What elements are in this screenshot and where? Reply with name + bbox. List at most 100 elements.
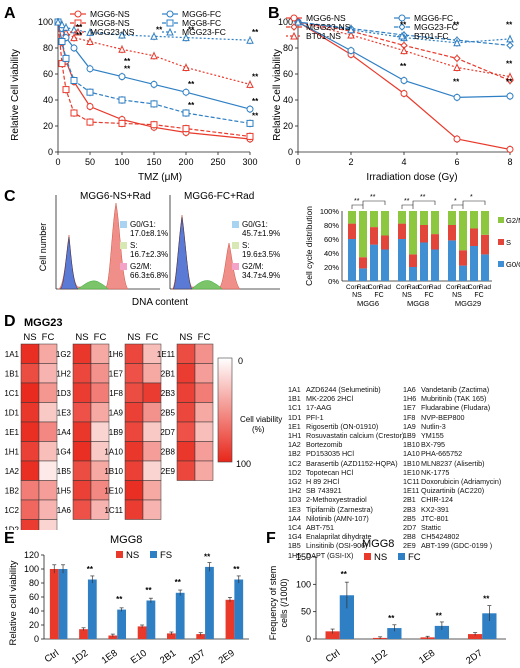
- drug-item: 1G4 Enalaprilat dihydrate: [288, 532, 403, 541]
- heatmap-row-label: 2B1: [161, 369, 176, 378]
- legend-label: MGG23-NS: [306, 22, 351, 32]
- heatmap-cell-ns: [176, 441, 196, 462]
- cellcycle-bar-segment: [481, 254, 489, 281]
- heatmap-cell-ns: [20, 343, 40, 364]
- drug-item: 2E9 ABT-199 (GDC-0199 ): [403, 541, 518, 550]
- data-point: [347, 47, 355, 55]
- cellcycle-bar-segment: [381, 211, 389, 236]
- drug-code: 1H5: [288, 550, 302, 560]
- heatmap-row-label: 1E3: [57, 408, 72, 417]
- heatmap-cell-ns: [20, 460, 40, 481]
- data-point: [246, 132, 254, 140]
- bar: [196, 634, 206, 639]
- drug-code: 1D3: [288, 495, 302, 505]
- drug-code: 1B10: [403, 458, 420, 468]
- y-tick-label: 80: [29, 578, 39, 588]
- heatmap-cell-fc: [38, 460, 58, 481]
- cellcycle-bar-segment: [431, 211, 439, 235]
- legend-marker: [398, 14, 406, 22]
- heatmap-cell-fc: [90, 499, 110, 520]
- heatmap-cell-ns: [124, 441, 144, 462]
- x-tick-label: Rad: [429, 284, 441, 291]
- heatmap-cell-fc: [194, 441, 214, 462]
- heatmap-cell-fc: [38, 382, 58, 403]
- heatmap-row-label: 1G4: [56, 447, 72, 456]
- cellcycle-ylabel: Cell cycle distribution: [304, 206, 314, 286]
- drug-code: 1B5: [288, 541, 301, 551]
- x-tick-label: Rad: [379, 284, 391, 291]
- y-tick-label: 60%: [324, 235, 339, 244]
- drug-item: 1E10NK-1775: [403, 468, 518, 477]
- heatmap-cell-ns: [20, 499, 40, 520]
- significance-mark: **: [156, 26, 163, 35]
- significance-mark: **: [252, 111, 259, 120]
- data-point: [246, 119, 254, 127]
- legend-marker: [290, 23, 298, 31]
- heatmap-col-ns: NS: [23, 332, 36, 343]
- data-point: [506, 41, 514, 50]
- heatmap-row-label: 1B10: [104, 467, 123, 476]
- drug-code: 1G2: [288, 477, 302, 487]
- y-tick-label: 80%: [324, 221, 339, 230]
- scale-bottom-label: 100: [236, 459, 251, 469]
- heatmap-cell-fc: [38, 421, 58, 442]
- drug-code: 1E1: [288, 421, 301, 431]
- heatmap-row-label: 1B5: [57, 467, 72, 476]
- legend-label: MGG23-FC: [414, 22, 458, 32]
- bar: [325, 631, 340, 639]
- series-line: [297, 21, 511, 46]
- drug-code: 1C2: [288, 458, 302, 468]
- drug-code: 1G4: [288, 532, 302, 542]
- heatmap-row-label: 1B9: [109, 428, 124, 437]
- heatmap-col-fc: FC: [42, 332, 55, 343]
- bar: [167, 633, 176, 639]
- drug-name: Doxorubicin (Adriamycin): [421, 477, 502, 487]
- drug-item: 1B10MLN8237 (Alisertib): [403, 459, 518, 468]
- y-tick-label: 20: [29, 620, 39, 630]
- cellcycle-bar-segment: [431, 249, 439, 281]
- drug-code: 1A9: [403, 421, 416, 431]
- heatmap-cell-fc: [90, 402, 110, 423]
- facs-fc-g0-label: G0/G1:: [242, 220, 268, 229]
- cellcycle-bar-segment: [420, 211, 428, 225]
- drug-code: 2B3: [403, 504, 416, 514]
- drug-item: 2D7 Stattic: [403, 523, 518, 532]
- data-point: [70, 109, 78, 117]
- data-point: [118, 73, 126, 81]
- facs-fc-s-label: S:: [242, 241, 250, 250]
- drug-code: 1A2: [288, 440, 301, 450]
- heatmap-col-ns: NS: [75, 332, 88, 343]
- cellcycle-bar-segment: [370, 227, 378, 245]
- x-tick-label: 2: [348, 157, 353, 167]
- drug-code: 1D2: [288, 467, 302, 477]
- data-point: [150, 121, 158, 129]
- drug-item: 2B3 KX2-391: [403, 505, 518, 514]
- x-tick-label: 2D7: [464, 648, 485, 667]
- y-tick-label: 50: [301, 607, 311, 617]
- panel-c-cellcycle-chart: Cell cycle distribution 0% 20% 40% 60% 80% 100…: [304, 194, 520, 308]
- heatmap-cell-ns: [72, 402, 92, 423]
- heatmap-cell-ns: [72, 460, 92, 481]
- drug-name: ABT-199 (GDC-0199 ): [421, 541, 493, 551]
- legend-label: MGG6-FC: [414, 13, 453, 23]
- facs-ns-g0-label: G0/G1:: [130, 220, 156, 229]
- bar: [146, 600, 156, 639]
- drug-list-left: 1A1 AZD6244 (Selumetinib) 1B1 MK-2206 2HCl 1…: [288, 385, 404, 560]
- data-point: [150, 100, 158, 108]
- heatmap-cell-ns: [176, 402, 196, 423]
- drug-item: 2B5 JTC-801: [403, 514, 518, 523]
- significance-mark: **: [188, 26, 195, 35]
- heatmap-cell-ns: [20, 421, 40, 442]
- data-point: [506, 34, 514, 43]
- significance-mark: **: [388, 614, 395, 623]
- data-point: [182, 33, 190, 42]
- drug-name: Bortezomib: [306, 440, 343, 450]
- heatmap-row-label: 2E9: [161, 467, 176, 476]
- legend-label: NS: [374, 552, 387, 563]
- data-point: [400, 77, 408, 84]
- significance-mark: **: [453, 20, 460, 29]
- drug-item: 1D3 2-Methoxyestradiol: [288, 495, 403, 504]
- data-point: [62, 54, 70, 62]
- significance-mark: **: [506, 78, 513, 87]
